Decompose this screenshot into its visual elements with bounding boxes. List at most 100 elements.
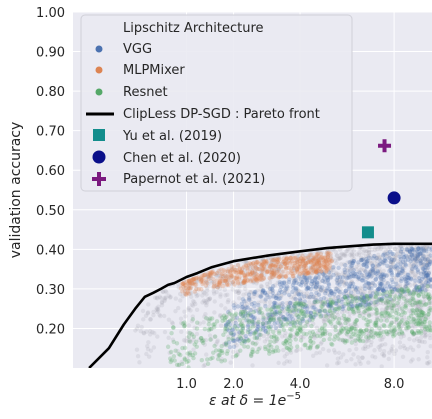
data-point bbox=[216, 282, 221, 287]
data-point bbox=[270, 349, 276, 355]
data-point bbox=[304, 265, 309, 271]
data-point bbox=[294, 280, 299, 286]
data-point bbox=[247, 318, 252, 324]
data-point-grey bbox=[144, 329, 149, 334]
data-point bbox=[273, 258, 278, 264]
data-point bbox=[259, 273, 264, 279]
data-point bbox=[381, 277, 386, 283]
data-point-grey bbox=[390, 259, 396, 264]
data-point bbox=[259, 260, 265, 265]
data-point bbox=[414, 284, 419, 289]
data-point bbox=[313, 275, 318, 280]
data-point-grey bbox=[402, 260, 407, 265]
data-point-grey bbox=[386, 330, 391, 335]
data-point bbox=[406, 275, 411, 281]
data-point bbox=[315, 252, 321, 257]
data-point bbox=[364, 294, 370, 299]
data-point-grey bbox=[186, 285, 192, 290]
data-point bbox=[283, 316, 289, 322]
data-point-grey bbox=[265, 284, 271, 290]
data-point bbox=[270, 329, 276, 335]
data-point bbox=[182, 345, 188, 351]
data-point bbox=[338, 327, 344, 332]
data-point bbox=[394, 317, 399, 322]
data-point-grey bbox=[346, 293, 352, 298]
data-point bbox=[363, 279, 369, 285]
data-point bbox=[253, 341, 258, 347]
data-point-grey bbox=[237, 330, 243, 335]
data-point bbox=[378, 318, 384, 323]
data-point bbox=[182, 356, 187, 361]
data-point bbox=[288, 345, 294, 350]
data-point-grey bbox=[321, 271, 326, 277]
data-point bbox=[299, 269, 304, 274]
data-point-grey bbox=[228, 275, 233, 281]
data-point-grey bbox=[317, 279, 322, 284]
data-point bbox=[294, 286, 299, 291]
data-point bbox=[312, 262, 318, 268]
data-point bbox=[291, 320, 296, 325]
data-point-grey bbox=[409, 252, 414, 257]
data-point-grey bbox=[375, 316, 380, 321]
data-point bbox=[259, 294, 264, 299]
data-point-grey bbox=[237, 284, 242, 289]
data-point-grey bbox=[369, 339, 374, 345]
data-point bbox=[343, 338, 348, 343]
data-point-grey bbox=[214, 289, 219, 295]
data-point bbox=[304, 271, 309, 277]
data-point bbox=[316, 264, 321, 270]
data-point bbox=[354, 317, 360, 323]
data-point-grey bbox=[315, 309, 321, 314]
data-point-grey bbox=[337, 256, 342, 261]
data-point-grey bbox=[167, 350, 172, 356]
data-point bbox=[185, 286, 191, 291]
data-point bbox=[285, 260, 290, 265]
data-point bbox=[321, 271, 326, 277]
data-point-grey bbox=[373, 269, 378, 274]
data-point bbox=[325, 278, 331, 283]
data-point bbox=[241, 312, 246, 317]
data-point-grey bbox=[235, 331, 240, 336]
data-point bbox=[392, 327, 398, 332]
data-point-grey bbox=[350, 286, 356, 292]
data-point bbox=[391, 302, 396, 307]
data-point-grey bbox=[231, 300, 236, 305]
data-point bbox=[421, 313, 426, 318]
data-point-grey bbox=[425, 295, 431, 300]
data-point bbox=[276, 348, 281, 353]
data-point bbox=[309, 252, 314, 257]
data-point-grey bbox=[268, 260, 273, 266]
data-point bbox=[387, 313, 392, 319]
data-point bbox=[310, 305, 315, 310]
data-point bbox=[389, 327, 394, 333]
data-point bbox=[316, 257, 321, 263]
data-point bbox=[208, 356, 213, 362]
data-point-grey bbox=[260, 277, 265, 282]
data-point-grey bbox=[274, 327, 279, 332]
data-point bbox=[375, 274, 381, 279]
data-point bbox=[308, 344, 313, 350]
data-point bbox=[413, 310, 419, 316]
data-point-grey bbox=[324, 252, 329, 257]
data-point-grey bbox=[157, 312, 162, 318]
data-point bbox=[403, 278, 409, 284]
data-point bbox=[307, 275, 312, 280]
data-point bbox=[243, 333, 248, 339]
data-point-grey bbox=[173, 308, 178, 314]
data-point-grey bbox=[330, 265, 335, 271]
data-point bbox=[383, 300, 389, 305]
data-point bbox=[223, 326, 228, 332]
data-point bbox=[205, 361, 211, 366]
data-point bbox=[306, 285, 311, 291]
data-point bbox=[295, 332, 300, 337]
data-point bbox=[406, 315, 412, 321]
data-point-grey bbox=[225, 278, 230, 283]
data-point bbox=[168, 356, 173, 361]
data-point-grey bbox=[422, 330, 428, 335]
data-point-grey bbox=[408, 323, 414, 328]
data-point bbox=[292, 261, 297, 266]
data-point bbox=[246, 338, 251, 343]
data-point-grey bbox=[389, 348, 395, 353]
data-point-grey bbox=[351, 311, 356, 316]
data-point-grey bbox=[321, 331, 326, 336]
